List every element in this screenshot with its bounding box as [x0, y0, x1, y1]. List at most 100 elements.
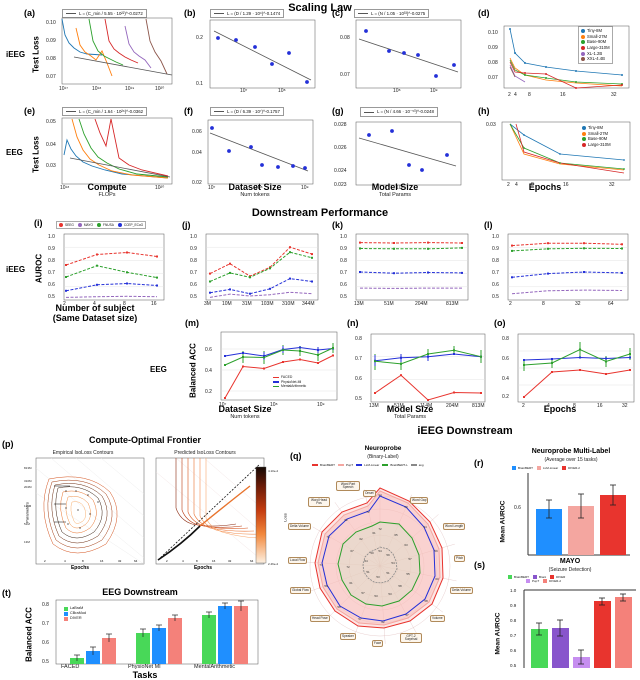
- panel-b-label: (b): [184, 8, 196, 18]
- legend-item: DIVER: [550, 575, 565, 580]
- panel-i-ytick-4: 0.6: [48, 282, 55, 288]
- legend-swatch: [581, 57, 585, 62]
- panel-t-xtick-0: FACED: [61, 664, 80, 670]
- panel-s-plot: [523, 589, 636, 668]
- panel-a: (a) L = (C_min / 5.55 · 10²²)^-0.0272 Te…: [22, 8, 173, 100]
- panel-b: (b) L = (D / 1.29 · 10⁹)^-0.1474 0.2 0.1…: [182, 8, 322, 100]
- svg-text:54: 54: [391, 561, 395, 565]
- svg-text:64: 64: [423, 525, 427, 529]
- panel-p-colorbar-label: Loss: [282, 513, 288, 522]
- panel-e-plot: [61, 117, 173, 185]
- legend-item: Tiny-8M: [582, 125, 611, 131]
- panel-l-plot: [507, 233, 629, 301]
- panel-k-ytick-0: 1.0: [340, 234, 347, 240]
- panel-f-label: (f): [184, 106, 193, 116]
- panel-o-xtick-1: 4: [547, 403, 550, 409]
- axis-title-model-size-2: Model Size: [386, 404, 434, 414]
- panel-f-ytick-2: 0.02: [192, 180, 202, 186]
- legend-item: PopT: [526, 579, 540, 584]
- panel-d-ytick-2: 0.08: [488, 60, 498, 66]
- panel-j: (j) 1.0 0.9 0.8 0.7 0.6 0.5 3M 10M 31M 1…: [180, 218, 320, 313]
- panel-q: (q) Neuroprobe (Binary-Label) BrainBERT …: [288, 435, 473, 672]
- panel-n-ytick-2: 0.6: [355, 376, 362, 382]
- panel-j-ytick-0: 1.0: [190, 234, 197, 240]
- panel-f-xtick-0: 10⁷: [208, 185, 216, 191]
- svg-text:51: 51: [366, 570, 370, 574]
- panel-j-ytick-2: 0.8: [190, 258, 197, 264]
- panel-g-xtick-0: 10⁸: [396, 185, 404, 191]
- svg-text:32: 32: [228, 559, 232, 563]
- panel-a-plot: [61, 17, 173, 85]
- panel-s-ytick-1: 0.9: [510, 603, 517, 608]
- panel-i-ytick-0: 1.0: [48, 234, 55, 240]
- panel-j-ytick-5: 0.5: [190, 294, 197, 300]
- legend-label: SEEG: [65, 223, 74, 227]
- panel-a-ytick-3: 0.07: [46, 74, 56, 80]
- legend-label: PopT: [532, 579, 540, 584]
- panel-p-left-title: Empirical IsoLoss Contours: [52, 450, 114, 456]
- panel-g: (g) L = (N / 4.66 · 10⁻⁵³)^-0.0248 0.028…: [330, 106, 470, 198]
- panel-e: (e) L = (C_min / 1.64 · 10²⁶)^-0.0362 Te…: [22, 106, 173, 198]
- panel-d-xtick-3: 16: [560, 92, 566, 98]
- panel-a-ytick-2: 0.08: [46, 56, 56, 62]
- axis-sub-model-size-2: Total Params: [393, 414, 427, 420]
- legend-swatch: [64, 606, 68, 611]
- legend-label: Base-90M: [587, 39, 607, 45]
- legend-label: Tiny-8M: [587, 28, 602, 33]
- panel-t-ytick-0: 0.8: [42, 602, 49, 608]
- panel-s-ytick-0: 1.0: [510, 588, 517, 593]
- panel-k-xtick-0: 13M: [354, 301, 364, 307]
- panel-l-xtick-2: 32: [575, 301, 581, 307]
- legend-item: LLM-Linear: [356, 463, 379, 467]
- legend-swatch: [97, 223, 102, 228]
- legend-label: XXL-4.4B: [587, 56, 605, 62]
- panel-e-ytick-0: 0.05: [46, 119, 56, 125]
- legend-label: Small-27M: [588, 130, 609, 136]
- panel-i-xtick-2: 8: [123, 301, 126, 307]
- section-title-scaling-law: Scaling Law: [288, 2, 352, 14]
- legend-item: Large-310M: [582, 142, 611, 148]
- panel-l-xtick-1: 8: [542, 301, 545, 307]
- panel-m-legend: FACED PhysioNet-MI MentalArithmetic: [271, 374, 308, 390]
- legend-label: LaBraM: [70, 606, 84, 610]
- panel-k-xtick-1: 51M: [384, 301, 394, 307]
- panel-s-label: (s): [474, 560, 485, 570]
- legend-item: Brant: [532, 575, 546, 580]
- panel-p-title: Compute-Optimal Frontier: [89, 435, 201, 445]
- svg-text:55: 55: [406, 572, 410, 576]
- panel-i: (i) SEEG MAYO FNUSA CCEP_ECoG AUROC 1.0 …: [22, 218, 177, 313]
- panel-k-xtick-2: 204M: [415, 301, 428, 307]
- legend-line: [358, 13, 368, 14]
- panel-n-xtick-3: 204M: [446, 403, 459, 409]
- panel-a-xtick-0: 10¹⁷: [59, 86, 69, 92]
- panel-c-plot: [355, 19, 462, 89]
- section-title-ieeg-downstream: iEEG Downstream: [417, 425, 513, 437]
- legend-item: BrainBERT: [508, 575, 529, 580]
- panel-k-ytick-4: 0.6: [340, 282, 347, 288]
- legend-item: XXL-4.4B: [581, 56, 610, 62]
- panel-t-xtick-1: PhysioNet MI: [128, 664, 161, 670]
- panel-f-xtick-1: 10⁸: [255, 185, 263, 191]
- svg-text:59: 59: [434, 549, 438, 553]
- legend-label: LLM-Linear: [364, 463, 380, 467]
- panel-p-ytick-1: 310M: [24, 479, 32, 483]
- panel-d-xtick-4: 32: [611, 92, 617, 98]
- panel-b-equation: L = (D / 1.29 · 10⁹)^-0.1474: [227, 11, 281, 16]
- panel-h-ytick-0: 0.03: [486, 122, 496, 128]
- legend-item: CCEP_ECoG: [117, 223, 143, 228]
- legend-label: Base-90M: [588, 136, 608, 142]
- svg-text:64: 64: [250, 559, 254, 563]
- panel-k-ytick-2: 0.8: [340, 258, 347, 264]
- panel-i-ytick-1: 0.9: [48, 246, 55, 252]
- panel-t-ytick-2: 0.6: [42, 640, 49, 646]
- panel-q-axis-label-4: Delta Volume: [450, 587, 473, 594]
- panel-l-xtick-0: 2: [509, 301, 512, 307]
- legend-item: BrainBERT: [312, 463, 335, 467]
- axis-title-epochs: Epochs: [528, 182, 562, 192]
- panel-i-ylabel: AUROC: [34, 253, 44, 284]
- panel-d-ytick-0: 0.10: [488, 30, 498, 36]
- panel-n-ytick-3: 0.5: [355, 396, 362, 402]
- panel-q-axis-label-2: Word Length: [443, 523, 466, 530]
- legend-swatch: [581, 34, 585, 39]
